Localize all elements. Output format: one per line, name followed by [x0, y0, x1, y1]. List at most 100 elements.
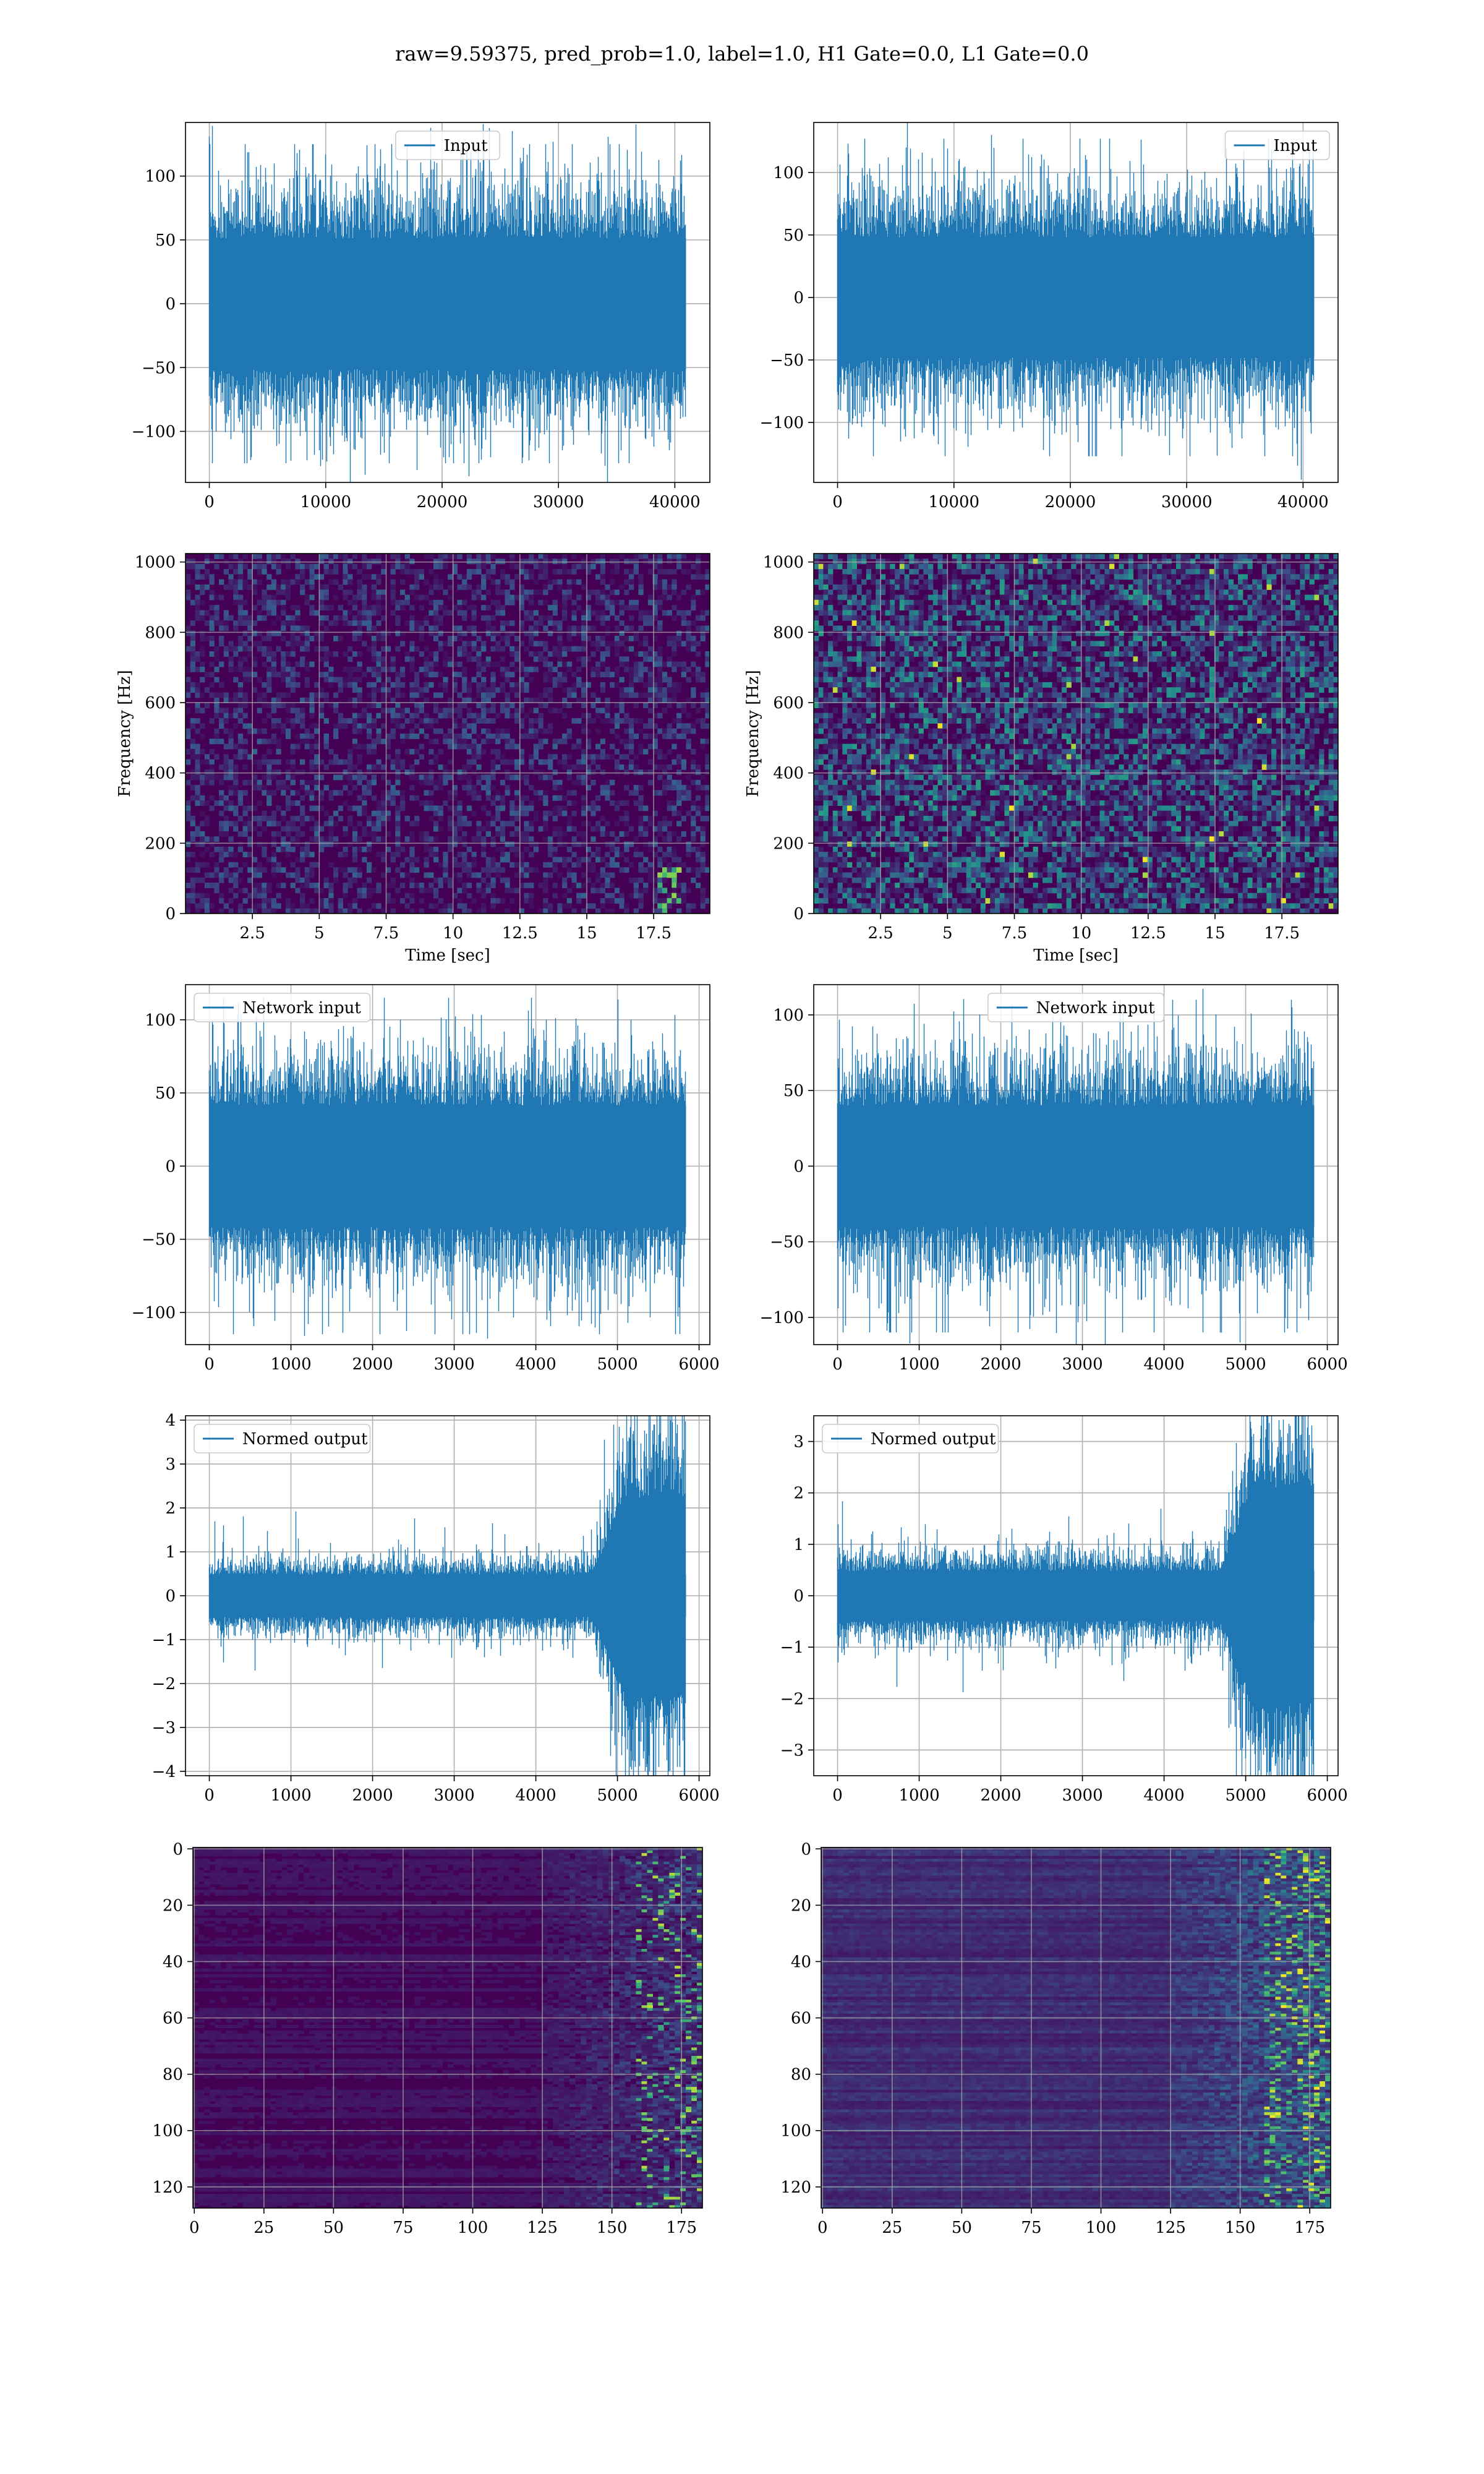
- x-tick-label: 40000: [1277, 493, 1329, 511]
- y-tick-label: 120: [152, 2178, 183, 2197]
- y-tick-label: −2: [152, 1675, 176, 1693]
- x-tick-label: 7.5: [373, 924, 399, 943]
- y-tick-label: 20: [791, 1896, 811, 1915]
- y-axis-label: Frequency [Hz]: [116, 670, 134, 797]
- y-tick-label: 50: [783, 1082, 804, 1100]
- y-tick-label: 1000: [135, 554, 176, 572]
- x-tick-label: 3000: [433, 1355, 474, 1374]
- chart-p10: 0 25 50 75 100 125 150 175 0 20 40 60 80 100 120: [780, 1840, 1331, 2237]
- x-tick-label: 2.5: [239, 924, 265, 943]
- x-tick-label: 17.5: [636, 924, 672, 943]
- x-tick-label: 0: [189, 2219, 200, 2237]
- legend-label: Network input: [1036, 999, 1155, 1017]
- grid: [193, 1847, 702, 2208]
- y-axis-label: Frequency [Hz]: [744, 670, 762, 797]
- y-tick-label: −3: [152, 1719, 176, 1737]
- y-tick-label: 800: [773, 623, 804, 642]
- x-tick-label: 25: [254, 2219, 274, 2237]
- x-tick-label: 15: [576, 924, 597, 943]
- y-tick-label: 600: [145, 694, 176, 713]
- y-tick-label: 0: [165, 295, 176, 314]
- legend: Normed output: [822, 1424, 999, 1453]
- x-tick-label: 2000: [980, 1786, 1021, 1805]
- y-tick-label: 100: [152, 2122, 183, 2141]
- x-tick-label: 6000: [678, 1786, 719, 1805]
- figure-title: raw=9.59375, pred_prob=1.0, label=1.0, H…: [0, 42, 1484, 66]
- x-tick-label: 25: [882, 2219, 902, 2237]
- x-tick-label: 30000: [533, 493, 584, 511]
- y-tick-label: 0: [793, 1587, 804, 1606]
- heatmap-cells: [186, 554, 710, 914]
- x-tick-label: 0: [817, 2219, 828, 2237]
- legend-label: Input: [1274, 137, 1318, 155]
- x-tick-label: 2.5: [868, 924, 893, 943]
- y-tick-label: 80: [791, 2066, 811, 2084]
- heatmap-cells: [814, 554, 1338, 914]
- x-tick-label: 5000: [597, 1355, 638, 1374]
- series-core: [209, 1574, 686, 1617]
- y-tick-label: 600: [773, 694, 804, 713]
- legend-label: Normed output: [871, 1430, 996, 1449]
- y-tick-label: 1000: [763, 554, 804, 572]
- x-tick-label: 75: [1021, 2219, 1041, 2237]
- x-tick-label: 5: [314, 924, 325, 943]
- y-tick-label: 0: [165, 905, 176, 923]
- y-tick-label: 50: [155, 1084, 176, 1103]
- y-tick-label: 20: [163, 1896, 183, 1915]
- y-tick-label: −50: [142, 359, 176, 377]
- y-tick-label: −4: [152, 1763, 176, 1781]
- y-tick-label: −50: [770, 1233, 804, 1252]
- grid: [821, 1847, 1331, 2208]
- x-tick-label: 1000: [270, 1786, 311, 1805]
- y-tick-label: 1: [793, 1536, 804, 1554]
- x-tick-label: 3000: [1062, 1355, 1102, 1374]
- x-tick-label: 7.5: [1002, 924, 1027, 943]
- y-tick-label: 100: [773, 1006, 804, 1025]
- x-tick-label: 0: [204, 1355, 215, 1374]
- x-tick-label: 1000: [898, 1355, 939, 1374]
- x-tick-label: 20000: [1045, 493, 1096, 511]
- legend-label: Input: [444, 137, 488, 155]
- legend-label: Network input: [242, 999, 361, 1017]
- y-tick-label: −100: [760, 414, 804, 432]
- series-core: [837, 1571, 1315, 1620]
- x-axis-label: Time [sec]: [1033, 946, 1119, 965]
- x-tick-label: 3000: [1062, 1786, 1102, 1805]
- series-core: [209, 238, 686, 369]
- chart-p2: 0 10000 20000 30000 40000 −100 −50 0 50 100 Input: [760, 122, 1339, 511]
- y-tick-label: 100: [780, 2122, 811, 2141]
- x-tick-label: 2000: [980, 1355, 1021, 1374]
- x-tick-label: 0: [832, 493, 843, 511]
- x-tick-label: 150: [597, 2219, 628, 2237]
- x-tick-label: 50: [323, 2219, 344, 2237]
- y-tick-label: −100: [132, 1304, 176, 1322]
- y-tick-label: 2: [165, 1499, 176, 1518]
- y-tick-label: 3: [793, 1433, 804, 1452]
- x-tick-label: 100: [458, 2219, 488, 2237]
- chart-p6: 0 1000 2000 3000 4000 5000 6000 −100 −50 0 50 100 Ne…: [760, 984, 1348, 1374]
- x-tick-label: 10: [1071, 924, 1091, 943]
- y-tick-label: 1: [165, 1543, 176, 1562]
- x-tick-label: 17.5: [1264, 924, 1300, 943]
- y-tick-label: 40: [163, 1953, 183, 1971]
- axes-frame: [813, 122, 1339, 483]
- x-tick-label: 4000: [515, 1786, 556, 1805]
- x-tick-label: 150: [1225, 2219, 1256, 2237]
- y-tick-label: 100: [773, 164, 804, 182]
- x-tick-label: 125: [527, 2219, 558, 2237]
- chart-p4: 2.5 5 7.5 10 12.5 15 17.5 0 200 400 600 800 1000 Time…: [744, 553, 1339, 965]
- x-tick-label: 4000: [1143, 1355, 1184, 1374]
- y-tick-label: 400: [145, 764, 176, 783]
- chart-p3: 2.5 5 7.5 10 12.5 15 17.5 0 200 400 600 800 1000 Time…: [116, 553, 710, 965]
- x-tick-label: 0: [204, 493, 215, 511]
- series-core: [209, 1105, 686, 1227]
- y-tick-label: −50: [142, 1231, 176, 1249]
- legend: Input: [1224, 131, 1330, 160]
- x-tick-label: 100: [1086, 2219, 1117, 2237]
- y-tick-label: 40: [791, 1953, 811, 1971]
- x-tick-label: 5000: [1225, 1786, 1266, 1805]
- x-tick-label: 12.5: [502, 924, 538, 943]
- x-tick-label: 6000: [1307, 1786, 1347, 1805]
- x-tick-label: 5: [942, 924, 953, 943]
- x-tick-label: 15: [1205, 924, 1225, 943]
